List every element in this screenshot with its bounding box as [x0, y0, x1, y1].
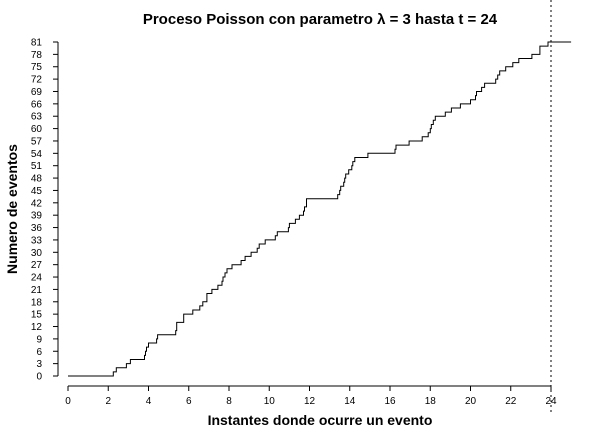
- y-tick-label: 36: [31, 223, 43, 234]
- x-tick-label: 22: [505, 396, 517, 407]
- y-tick-label: 27: [31, 260, 43, 271]
- x-tick-label: 10: [264, 396, 276, 407]
- y-tick-label: 45: [31, 186, 43, 197]
- y-tick-label: 75: [31, 62, 43, 73]
- y-tick-label: 33: [31, 235, 43, 246]
- x-tick-label: 4: [146, 396, 152, 407]
- x-tick-label: 0: [65, 396, 71, 407]
- y-tick-label: 51: [31, 161, 43, 172]
- x-tick-label: 20: [465, 396, 477, 407]
- y-tick-label: 9: [36, 334, 42, 345]
- y-tick-label: 30: [31, 248, 43, 259]
- y-tick-label: 78: [31, 50, 43, 61]
- y-tick-label: 60: [31, 124, 43, 135]
- x-axis: 0 2 4 6 8 10 12 14 16 18 20 22 24: [65, 385, 557, 407]
- y-tick-label: 42: [31, 198, 43, 209]
- x-tick-label: 8: [226, 396, 232, 407]
- x-tick-label: 14: [344, 396, 356, 407]
- y-tick-label: 63: [31, 112, 43, 123]
- x-tick-label: 12: [304, 396, 316, 407]
- y-tick-label: 12: [31, 322, 43, 333]
- y-tick-label: 15: [31, 310, 43, 321]
- y-tick-label: 72: [31, 75, 43, 86]
- x-axis-label: Instantes donde ocurre un evento: [208, 412, 433, 428]
- y-axis: 0369121518212427303336394245485154576063…: [31, 38, 59, 383]
- y-tick-label: 3: [36, 359, 42, 370]
- y-tick-label: 21: [31, 285, 43, 296]
- y-tick-label: 69: [31, 87, 43, 98]
- y-tick-label: 0: [36, 372, 42, 383]
- y-tick-label: 18: [31, 297, 43, 308]
- y-axis-label: Numero de eventos: [4, 144, 20, 274]
- chart-title: Proceso Poisson con parametro λ = 3 hast…: [143, 11, 498, 28]
- y-tick-label: 54: [31, 149, 43, 160]
- y-tick-label: 6: [36, 347, 42, 358]
- x-tick-label: 16: [384, 396, 396, 407]
- y-tick-label: 39: [31, 211, 43, 222]
- y-tick-label: 81: [31, 38, 43, 49]
- x-tick-label: 6: [186, 396, 192, 407]
- y-tick-label: 57: [31, 136, 43, 147]
- x-tick-label: 18: [425, 396, 437, 407]
- series-line: [68, 41, 572, 377]
- y-tick-label: 66: [31, 99, 43, 110]
- x-tick-label: 2: [105, 396, 111, 407]
- y-tick-label: 24: [31, 273, 43, 284]
- y-tick-label: 48: [31, 174, 43, 185]
